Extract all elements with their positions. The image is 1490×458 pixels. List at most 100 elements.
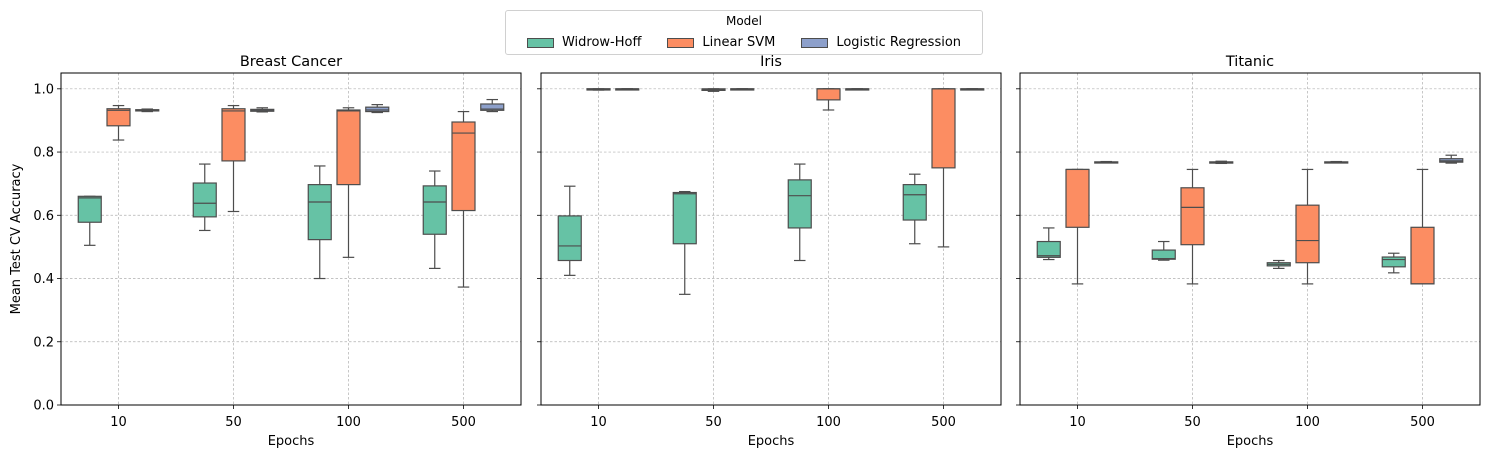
box-body (902, 184, 927, 221)
legend-entry-widrow-hoff: Widrow-Hoff (526, 35, 642, 50)
x-tick-label: 500 (931, 415, 956, 430)
box-logistic-regression-100 (845, 88, 870, 91)
box-linear-svm-500 (931, 88, 956, 248)
box-body (1295, 204, 1320, 264)
box-logistic-regression-50 (730, 88, 755, 91)
box-linear-svm-100 (1295, 168, 1320, 285)
x-axis-label: Epochs (268, 434, 315, 449)
box-linear-svm-50 (701, 88, 726, 92)
box-widrow-hoff-50 (1151, 240, 1176, 261)
x-tick-label: 100 (816, 415, 841, 430)
axes-frame (540, 72, 1002, 406)
box-widrow-hoff-10 (77, 195, 102, 246)
box-body (1381, 256, 1406, 268)
box-logistic-regression-500 (1439, 154, 1464, 164)
box-widrow-hoff-10 (1036, 227, 1061, 261)
box-body (816, 88, 841, 101)
box-body (1065, 168, 1090, 228)
box-body (1151, 249, 1176, 260)
box-linear-svm-10 (106, 104, 131, 141)
x-tick-label: 500 (451, 415, 476, 430)
x-tick-label: 10 (590, 415, 607, 430)
y-tick-label: 0.4 (33, 272, 54, 287)
box-logistic-regression-100 (1324, 160, 1349, 164)
box-body (1410, 226, 1435, 285)
x-tick-label: 10 (1069, 415, 1086, 430)
box-logistic-regression-50 (1209, 160, 1234, 165)
box-widrow-hoff-100 (1266, 259, 1291, 270)
axes-frame (60, 72, 522, 406)
legend-items: Widrow-Hoff Linear SVM Logistic Regressi… (506, 35, 982, 50)
legend-swatch-widrow-hoff (526, 37, 554, 48)
legend-swatch-logistic-regression (801, 37, 829, 48)
y-axis-label: Mean Test CV Accuracy (9, 163, 24, 314)
box-body (787, 179, 812, 229)
box-body (422, 185, 447, 235)
box-body (1180, 187, 1205, 246)
panel-iris: 10 50 100 500 Iris Epochs (537, 54, 1002, 449)
box-widrow-hoff-500 (902, 173, 927, 245)
box-logistic-regression-100 (365, 104, 390, 114)
y-tick-label: 1.0 (33, 82, 54, 97)
x-tick-label: 500 (1410, 415, 1435, 430)
x-tick-label: 10 (110, 415, 127, 430)
x-tick-label: 100 (336, 415, 361, 430)
box-body (336, 109, 361, 186)
axes-frame (1019, 72, 1481, 406)
legend-entry-logistic-regression: Logistic Regression (801, 35, 961, 50)
box-linear-svm-100 (816, 88, 841, 111)
y-tick-label: 0.2 (33, 335, 54, 350)
x-tick-label: 50 (1184, 415, 1201, 430)
box-logistic-regression-10 (615, 88, 640, 91)
box-body (480, 103, 505, 111)
box-linear-svm-100 (336, 107, 361, 258)
x-axis-label: Epochs (748, 434, 795, 449)
box-widrow-hoff-500 (1381, 252, 1406, 274)
x-tick-label: 50 (705, 415, 722, 430)
box-body (557, 215, 582, 262)
box-linear-svm-10 (586, 88, 611, 91)
panel-breast-cancer: 0.0 0.2 0.4 0.6 0.8 1.0 10 50 100 500 Breast Cance… (9, 54, 522, 449)
box-widrow-hoff-100 (787, 163, 812, 262)
legend-label-widrow-hoff: Widrow-Hoff (561, 35, 642, 50)
box-body (106, 108, 131, 127)
legend-label-linear-svm: Linear SVM (702, 35, 776, 50)
box-body (77, 195, 102, 223)
y-tick-label: 0.6 (33, 209, 54, 224)
box-body (221, 108, 246, 162)
legend-swatch-linear-svm (667, 37, 695, 48)
panel-title: Iris (760, 54, 782, 70)
box-widrow-hoff-10 (557, 185, 582, 276)
box-widrow-hoff-50 (672, 190, 697, 295)
box-logistic-regression-500 (960, 88, 985, 91)
box-body (672, 191, 697, 245)
box-linear-svm-50 (1180, 168, 1205, 285)
panel-title: Titanic (1225, 54, 1274, 70)
box-linear-svm-500 (451, 110, 476, 288)
legend-label-logistic-regression: Logistic Regression (836, 35, 962, 50)
x-axis-label: Epochs (1227, 434, 1274, 449)
box-logistic-regression-10 (1094, 160, 1119, 164)
box-body (192, 182, 217, 218)
x-tick-label: 100 (1295, 415, 1320, 430)
box-body (451, 121, 476, 212)
box-body (365, 106, 390, 113)
panel-title: Breast Cancer (240, 54, 342, 70)
legend: Model Widrow-Hoff Linear SVM Logistic Re… (505, 10, 983, 55)
box-logistic-regression-50 (250, 107, 275, 113)
box-linear-svm-500 (1410, 168, 1435, 285)
box-logistic-regression-500 (480, 98, 505, 113)
y-tick-label: 0.0 (33, 399, 54, 414)
legend-entry-linear-svm: Linear SVM (667, 35, 775, 50)
panel-titanic: 10 50 100 500 Titanic Epochs (1016, 54, 1481, 449)
box-body (1036, 240, 1061, 258)
box-body (931, 88, 956, 169)
box-widrow-hoff-100 (307, 165, 332, 280)
x-tick-label: 50 (225, 415, 242, 430)
box-linear-svm-50 (221, 104, 246, 213)
box-body (307, 184, 332, 241)
box-logistic-regression-10 (135, 108, 160, 113)
y-tick-label: 0.8 (33, 146, 54, 161)
box-widrow-hoff-50 (192, 163, 217, 232)
